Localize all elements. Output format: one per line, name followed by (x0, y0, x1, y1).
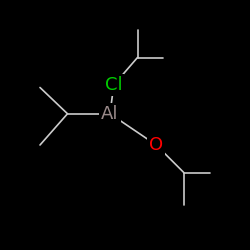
Text: Cl: Cl (105, 76, 122, 94)
Text: O: O (149, 136, 163, 154)
Text: Al: Al (101, 105, 119, 123)
